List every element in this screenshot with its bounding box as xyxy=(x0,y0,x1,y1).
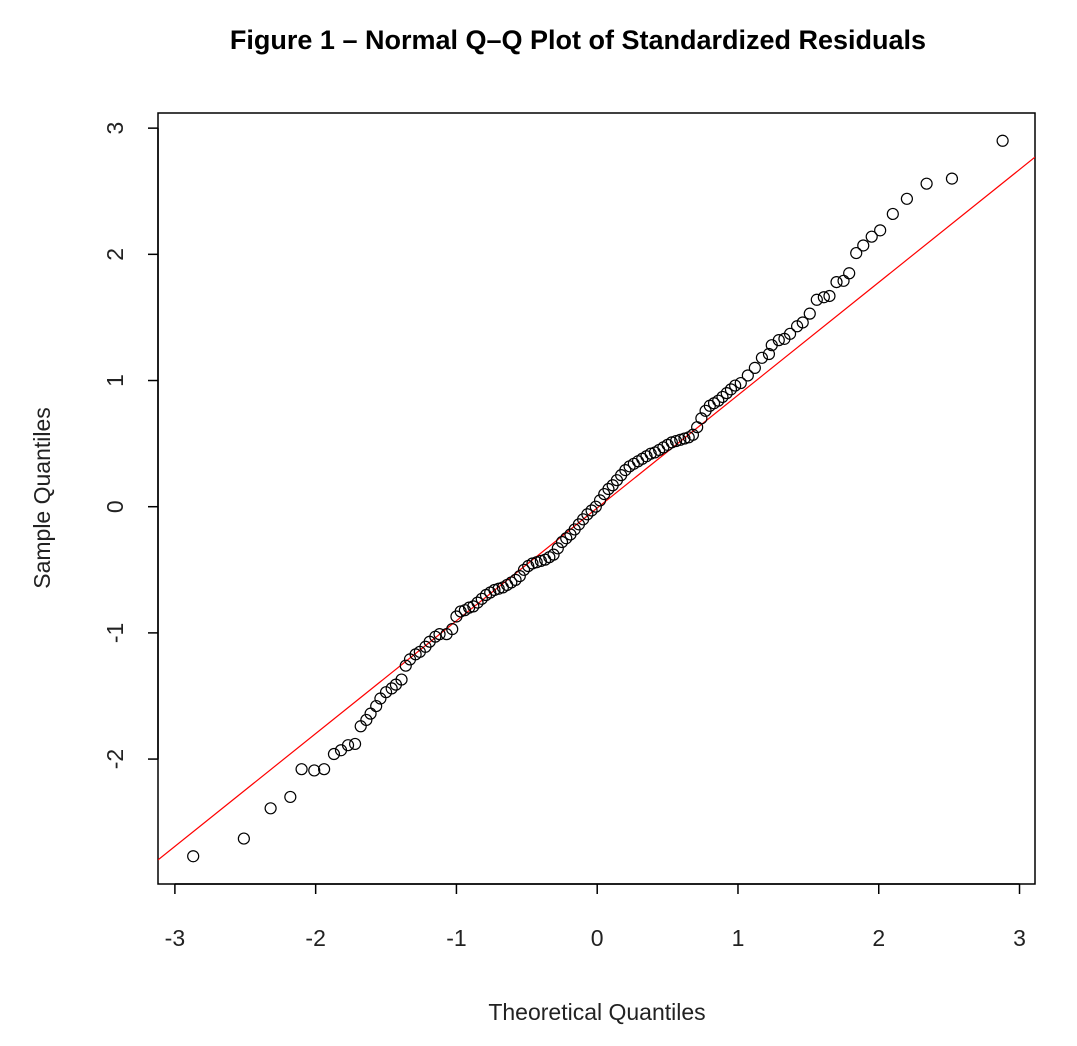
y-tick-label: 3 xyxy=(102,122,128,135)
point xyxy=(547,548,560,561)
point xyxy=(509,573,522,586)
point xyxy=(581,508,594,521)
point xyxy=(772,334,785,347)
chart-title: Figure 1 – Normal Q–Q Plot of Standardiz… xyxy=(230,25,926,55)
point xyxy=(857,239,870,252)
point xyxy=(996,134,1009,147)
point xyxy=(467,600,480,613)
point xyxy=(341,739,355,752)
y-axis-label: Sample Quantiles xyxy=(29,407,55,589)
x-tick-label: 1 xyxy=(732,925,745,951)
y-tick-label: 2 xyxy=(102,248,128,261)
point xyxy=(716,390,729,404)
point xyxy=(874,224,887,237)
point xyxy=(318,763,331,776)
point xyxy=(945,172,959,185)
point xyxy=(589,500,602,513)
y-tick-label: -1 xyxy=(102,623,128,643)
point xyxy=(475,592,488,605)
point xyxy=(900,192,913,205)
point xyxy=(187,850,200,863)
point xyxy=(585,504,598,517)
point xyxy=(686,428,700,441)
point xyxy=(762,347,776,361)
point xyxy=(395,673,408,686)
point xyxy=(729,379,742,392)
point xyxy=(308,764,321,777)
point xyxy=(865,230,878,243)
point xyxy=(399,659,412,672)
point xyxy=(796,316,809,329)
point xyxy=(517,563,531,576)
point xyxy=(284,790,297,804)
x-tick-label: -2 xyxy=(305,925,325,951)
y-tick-label: 1 xyxy=(102,374,128,387)
point xyxy=(850,246,863,260)
point xyxy=(551,542,564,555)
point xyxy=(724,383,738,396)
point xyxy=(803,307,816,320)
point xyxy=(783,327,797,340)
point xyxy=(920,177,933,190)
point xyxy=(433,628,446,641)
point xyxy=(560,532,573,545)
point xyxy=(237,832,250,845)
point xyxy=(348,737,362,751)
point xyxy=(734,376,747,390)
point xyxy=(810,293,823,306)
x-tick-label: -1 xyxy=(446,925,466,951)
x-tick-label: 2 xyxy=(872,925,885,951)
point xyxy=(593,494,607,507)
point xyxy=(712,394,725,407)
point xyxy=(264,802,277,815)
point xyxy=(886,207,899,221)
x-tick-label: 0 xyxy=(591,925,604,951)
point xyxy=(817,291,830,304)
point xyxy=(755,351,769,364)
point xyxy=(327,747,341,761)
point xyxy=(446,623,459,636)
x-tick-label: 3 xyxy=(1013,925,1026,951)
point xyxy=(471,596,484,609)
point xyxy=(823,289,836,303)
point xyxy=(748,361,761,374)
point xyxy=(720,387,733,400)
point xyxy=(843,267,856,280)
x-tick-label: -3 xyxy=(165,925,185,951)
x-axis-label: Theoretical Quantiles xyxy=(488,999,705,1025)
point xyxy=(360,713,373,727)
point xyxy=(741,369,754,382)
y-tick-label: 0 xyxy=(102,500,128,513)
point xyxy=(602,482,615,496)
point xyxy=(830,275,843,289)
point xyxy=(555,535,569,549)
point xyxy=(513,570,526,583)
point xyxy=(370,699,383,713)
point xyxy=(295,763,308,776)
y-tick-label: -2 xyxy=(102,749,128,769)
point xyxy=(695,412,708,425)
point xyxy=(385,682,398,695)
point xyxy=(619,464,632,477)
